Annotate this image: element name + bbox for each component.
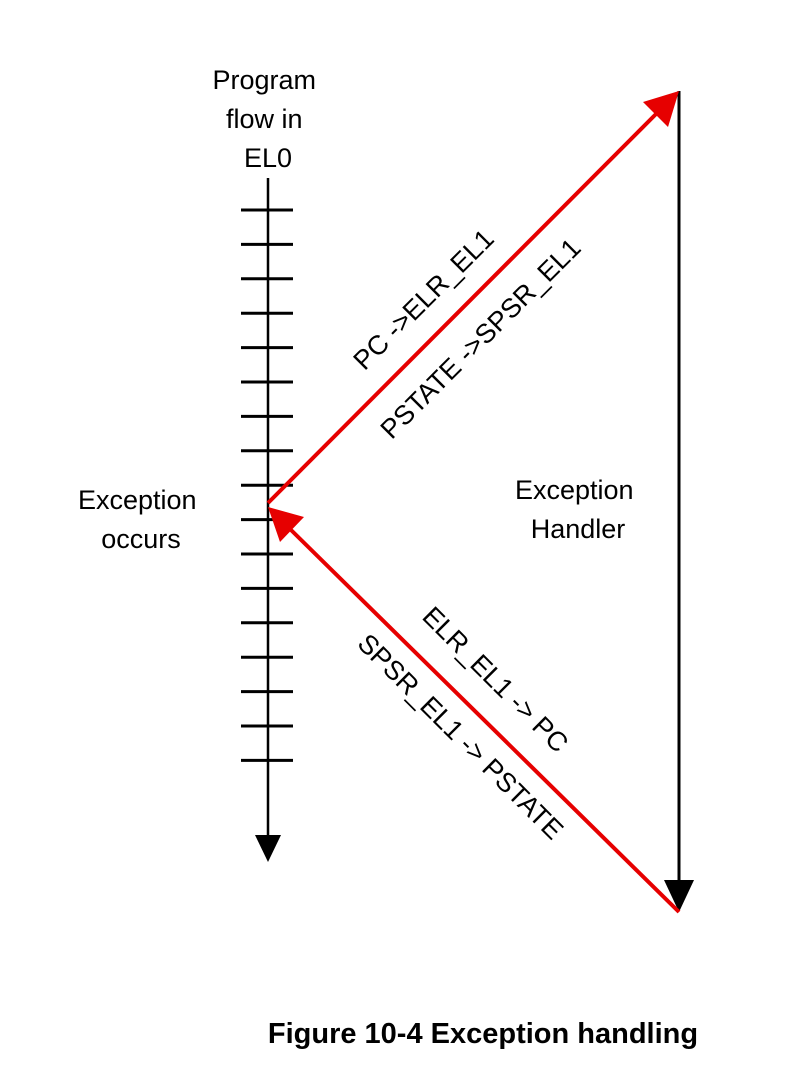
program-flow-label: Program flow in EL0	[212, 65, 323, 173]
program-flow-timeline	[241, 178, 293, 862]
figure-caption: Figure 10-4 Exception handling	[268, 1018, 698, 1050]
exception-occurs-label-line: occurs	[101, 524, 181, 554]
entry-label-pstate-spsr: PSTATE ->SPSR_EL1	[375, 233, 587, 445]
program-flow-label-line: EL0	[244, 143, 292, 173]
exception-handler-flow	[664, 91, 694, 912]
exception-entry-line	[266, 110, 660, 505]
exception-entry-arrowhead	[643, 91, 679, 127]
exception-handler-label-line: Exception	[515, 475, 634, 505]
exception-handler-label: Exception Handler	[515, 475, 641, 544]
exception-return-line	[287, 526, 681, 914]
exception-return-arrow	[268, 507, 681, 914]
exception-entry-arrow	[266, 91, 679, 505]
exception-return-arrowhead	[268, 507, 304, 542]
exception-handler-label-line: Handler	[531, 514, 626, 544]
exception-occurs-label: Exception occurs	[78, 485, 204, 554]
program-flow-label-line: flow in	[226, 104, 303, 134]
exception-handler-arrowhead	[664, 880, 694, 912]
exception-occurs-label-line: Exception	[78, 485, 197, 515]
program-flow-arrowhead	[255, 835, 281, 862]
program-flow-ticks	[241, 208, 293, 762]
program-flow-label-line: Program	[212, 65, 316, 95]
